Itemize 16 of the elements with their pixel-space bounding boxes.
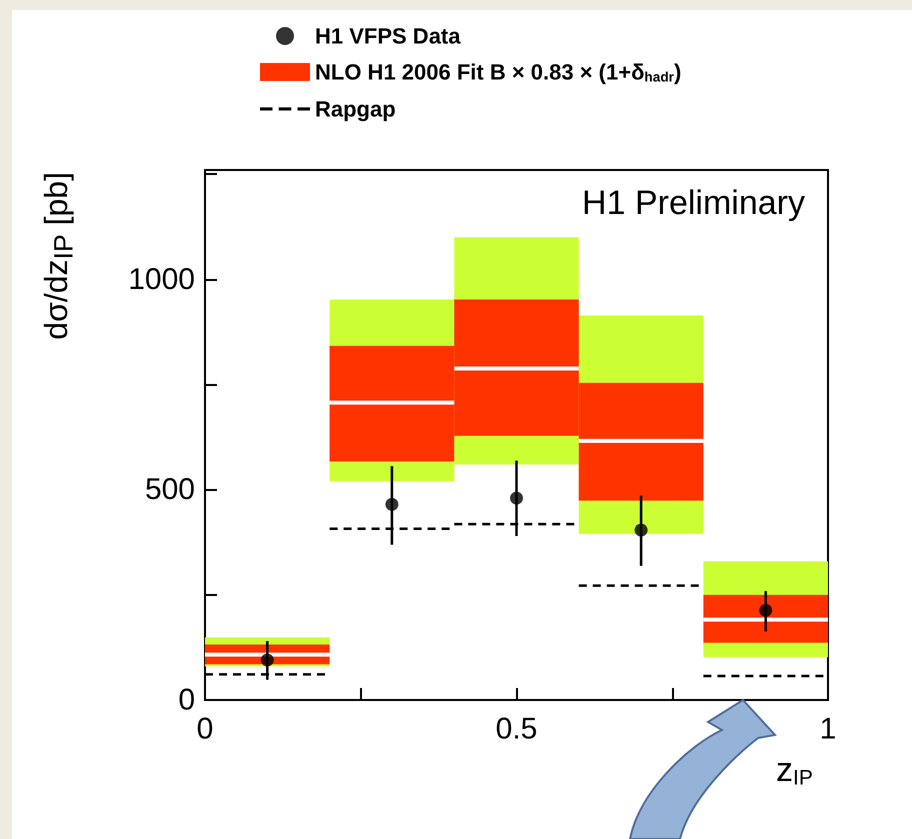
point <box>385 498 398 511</box>
legend-label: H1 VFPS Data <box>315 24 462 48</box>
point <box>759 604 772 617</box>
y-tick-label: 1000 <box>128 262 195 296</box>
y-tick-label: 500 <box>144 473 195 506</box>
point <box>634 524 648 537</box>
point <box>260 654 274 667</box>
bar <box>703 594 828 643</box>
x-tick-label: 0.5 <box>496 712 538 746</box>
legend-label: NLO H1 2006 Fit B × 0.83 × (1+δhadr) <box>315 60 682 84</box>
point <box>510 492 523 505</box>
y-tick-label: 0 <box>178 684 195 716</box>
x-tick-label: 1 <box>820 712 836 746</box>
x-axis-title: zIP <box>776 751 813 790</box>
annotation: H1 Preliminary <box>582 184 806 222</box>
legend-label: Rapgap <box>315 96 396 122</box>
